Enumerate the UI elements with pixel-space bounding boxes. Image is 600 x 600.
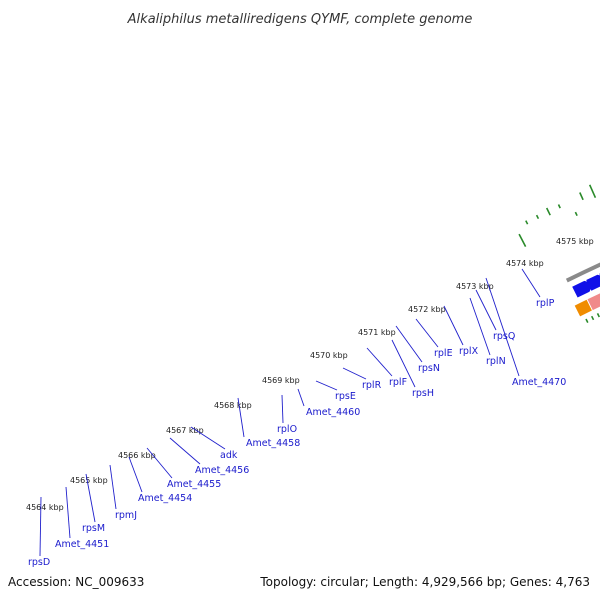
gene-leader-line [521, 268, 541, 298]
gene-leader-line [190, 426, 226, 450]
kbp-tick-label: 4567 kbp [166, 426, 204, 435]
gene-label: rplF [389, 377, 407, 388]
gene-leader-line [315, 380, 338, 391]
accession-text: Accession: NC_009633 [8, 575, 144, 589]
gene-label: rpsD [28, 557, 50, 568]
gene-leader-line [475, 289, 497, 331]
gene-label: rplR [362, 380, 382, 391]
gene-leader-line [281, 394, 284, 424]
gene-label: Amet_4458 [246, 438, 300, 449]
forward-cds-track [572, 273, 600, 298]
reverse-cds-track [574, 293, 600, 317]
gene-leader-line [415, 318, 439, 348]
gene-label: Amet_4455 [167, 479, 221, 490]
gene-leader-line [85, 473, 96, 523]
gene-label: Amet_4454 [138, 493, 192, 504]
genome-backbone [565, 262, 600, 283]
kbp-tick-label: 4571 kbp [358, 328, 396, 337]
gene-label: Amet_4460 [306, 407, 360, 418]
gene-label: Amet_4451 [55, 539, 109, 550]
kbp-tick-label: 4564 kbp [26, 503, 64, 512]
gene-label: rplN [486, 356, 506, 367]
gene-label: rpsE [335, 391, 356, 402]
highlighted-feature [574, 299, 592, 317]
kbp-tick-label: 4572 kbp [408, 305, 446, 314]
gene-label: rpsH [412, 388, 434, 399]
gene-leader-line [395, 325, 423, 363]
gene-label: rplE [434, 348, 453, 359]
gene-label: rpmJ [115, 510, 137, 521]
kbp-tick-label: 4570 kbp [310, 351, 348, 360]
kbp-tick-label: 4575 kbp [556, 237, 594, 246]
gene-label: rpsN [418, 363, 440, 374]
gene-leader-line [366, 347, 393, 377]
gene-leader-line [146, 447, 173, 479]
gene-leader-line [109, 464, 117, 510]
gene-leader-line [237, 397, 245, 438]
kbp-tick-label: 4569 kbp [262, 376, 300, 385]
gene-leader-line [485, 277, 520, 377]
forward-cds-feature [572, 280, 594, 298]
gene-label: rplX [459, 346, 479, 357]
gc-skew-track [518, 184, 597, 247]
topology-stats-text: Topology: circular; Length: 4,929,566 bp… [259, 575, 590, 589]
gene-leader-line [297, 388, 305, 407]
kbp-tick-label: 4574 kbp [506, 259, 544, 268]
gene-leader-line [443, 305, 464, 346]
gene-leader-line [469, 297, 491, 356]
gene-label: rpsQ [493, 331, 515, 342]
gene-label: Amet_4470 [512, 377, 566, 388]
gene-leader-line [65, 486, 71, 539]
reverse-cds-feature [587, 293, 600, 311]
kbp-tick-label: 4568 kbp [214, 401, 252, 410]
gene-leader-line [391, 339, 416, 388]
gene-leader-line [128, 456, 143, 493]
forward-cds-feature [586, 274, 600, 291]
kbp-tick-label: 4566 kbp [118, 451, 156, 460]
gene-label: rplP [536, 298, 555, 309]
map-title: Alkaliphilus metalliredigens QYMF, compl… [127, 12, 473, 27]
gene-label: rpsM [82, 523, 105, 534]
gene-label: rplO [277, 424, 297, 435]
kbp-tick-label: 4565 kbp [70, 476, 108, 485]
inner-tick-track [585, 313, 600, 323]
gene-leader-line [169, 437, 201, 465]
kbp-tick-label: 4573 kbp [456, 282, 494, 291]
gene-leader-line [342, 367, 367, 380]
gene-label: adk [220, 450, 238, 461]
kbp-scale: 4564 kbp 4565 kbp 4566 kbp 4567 kbp 4568 kbp… [26, 237, 594, 512]
gene-label: Amet_4456 [195, 465, 249, 476]
gene-leader-line [39, 496, 42, 557]
